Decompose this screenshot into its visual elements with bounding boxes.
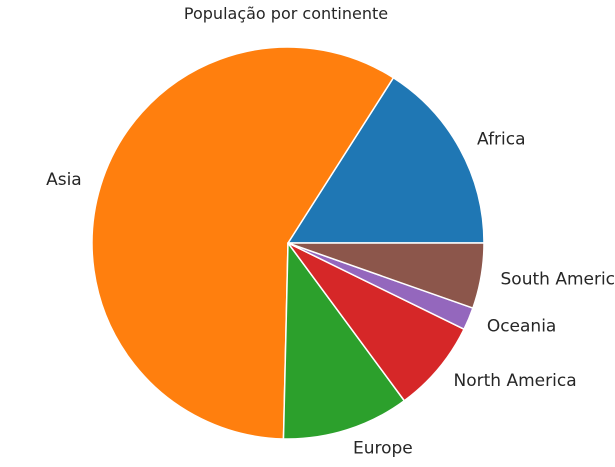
pie-slice-africa [287, 76, 485, 244]
pie-label-south-america: South America [501, 269, 615, 289]
pie-label-asia: Asia [46, 170, 82, 190]
pie-label-africa: Africa [477, 129, 526, 149]
pie-slice-asia [91, 46, 395, 440]
pie-label-oceania: Oceania [487, 316, 557, 336]
pie-slice-north-america [287, 242, 465, 402]
pie-label-north-america: North America [454, 371, 577, 391]
pie-label-europe: Europe [353, 439, 413, 459]
pie-slice-europe [282, 242, 406, 440]
chart-title: População por continente [184, 4, 388, 23]
pie-slice-south-america [287, 242, 485, 309]
pie-slices [91, 46, 485, 440]
pie-labels: Africa Asia Europe North America Oceania Sout… [46, 129, 615, 458]
